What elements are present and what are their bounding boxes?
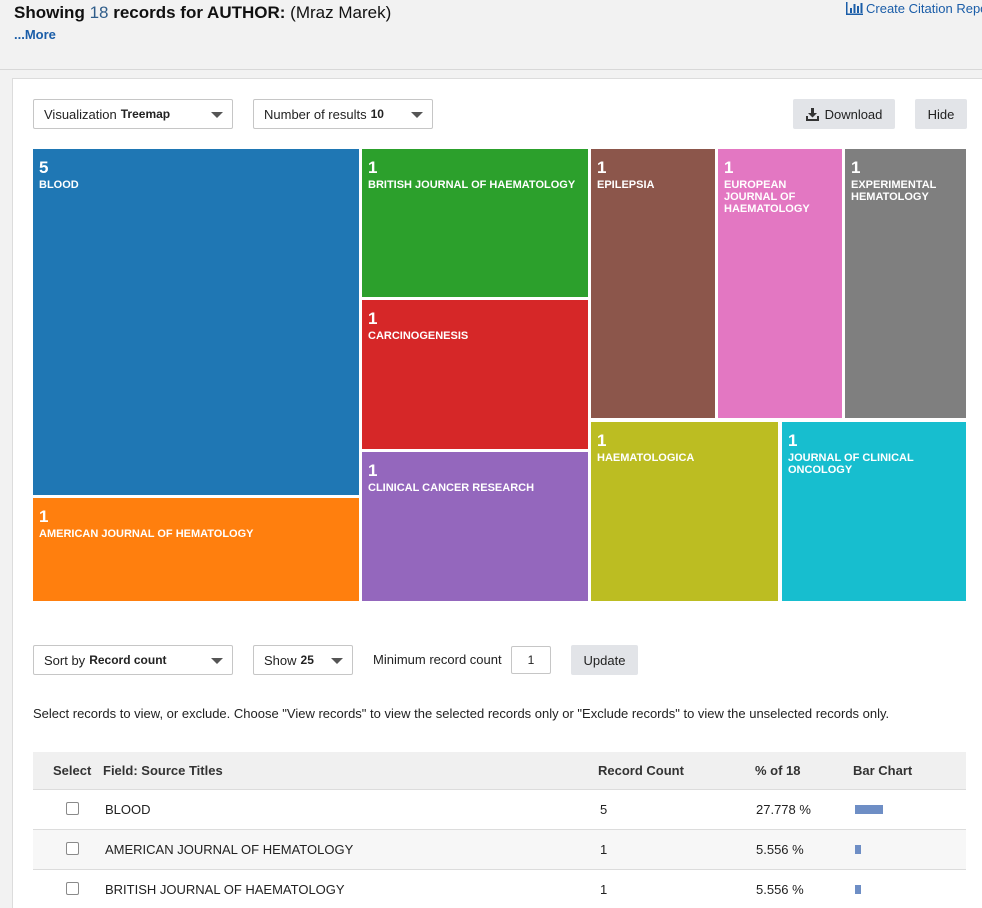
- hide-label: Hide: [927, 106, 955, 122]
- treemap-cell-count: 1: [597, 431, 607, 450]
- treemap-cell-label: AMERICAN JOURNAL OF HEMATOLOGY: [39, 528, 254, 540]
- treemap-cell-blood[interactable]: 5 BLOOD: [33, 149, 359, 495]
- treemap-cell-label: JOURNAL OF CLINICAL ONCOLOGY: [788, 452, 914, 476]
- treemap-cell-haematologica[interactable]: 1 HAEMATOLOGICA: [591, 422, 778, 601]
- treemap-cell-label: CARCINOGENESIS: [368, 330, 469, 342]
- column-header-select: Select: [53, 763, 92, 778]
- table-row: BRITISH JOURNAL OF HAEMATOLOGY 1 5.556 %: [33, 870, 966, 908]
- sort-value: Record count: [89, 653, 167, 667]
- treemap-cell-clinical-cancer-research[interactable]: 1 CLINICAL CANCER RESEARCH: [362, 452, 588, 601]
- row-bar: [855, 885, 861, 894]
- number-of-results-select[interactable]: Number of results 10: [253, 99, 433, 129]
- title-prefix: Showing: [14, 3, 85, 22]
- visualization-value: Treemap: [120, 107, 171, 121]
- row-count: 5: [600, 802, 608, 817]
- treemap-cell-british-journal-of-haematology[interactable]: 1 BRITISH JOURNAL OF HAEMATOLOGY: [362, 149, 588, 297]
- treemap-cell-experimental-hematology[interactable]: 1 EXPERIMENTAL HEMATOLOGY: [845, 149, 966, 418]
- sort-by-select[interactable]: Sort by Record count: [33, 645, 233, 675]
- table-header: Select Field: Source Titles Record Count…: [33, 752, 966, 790]
- treemap-cell-label: EXPERIMENTAL HEMATOLOGY: [851, 179, 937, 203]
- results-label: Number of results: [264, 106, 367, 122]
- table-row: AMERICAN JOURNAL OF HEMATOLOGY 1 5.556 %: [33, 830, 966, 870]
- treemap-cell-label: BRITISH JOURNAL OF HAEMATOLOGY: [368, 179, 576, 191]
- column-header-record-count: Record Count: [598, 763, 684, 778]
- row-title[interactable]: BRITISH JOURNAL OF HAEMATOLOGY: [105, 882, 345, 897]
- page-title: Showing 18 records for AUTHOR: (Mraz Mar…: [14, 3, 391, 23]
- chevron-down-icon: [411, 112, 423, 118]
- download-button[interactable]: Download: [793, 99, 895, 129]
- hide-button[interactable]: Hide: [915, 99, 967, 129]
- treemap-cell-count: 1: [368, 461, 378, 480]
- record-count: 18: [89, 3, 109, 22]
- download-label: Download: [824, 106, 883, 122]
- help-text: Select records to view, or exclude. Choo…: [33, 706, 890, 721]
- treemap-cell-count: 1: [368, 158, 378, 177]
- minimum-record-count-input[interactable]: [511, 646, 551, 674]
- row-bar: [855, 805, 883, 814]
- treemap-cell-american-journal-of-hematology[interactable]: 1 AMERICAN JOURNAL OF HEMATOLOGY: [33, 498, 359, 601]
- results-value: 10: [370, 107, 384, 121]
- treemap-cell-count: 1: [39, 507, 49, 526]
- treemap-cell-carcinogenesis[interactable]: 1 CARCINOGENESIS: [362, 300, 588, 449]
- column-header-field: Field: Source Titles: [103, 763, 223, 778]
- citation-link-label: Create Citation Repo: [866, 1, 982, 16]
- column-header-bar-chart: Bar Chart: [853, 763, 913, 778]
- row-bar: [855, 845, 861, 854]
- column-header-percent: % of 18: [755, 763, 801, 778]
- create-citation-report-link[interactable]: Create Citation Repo: [846, 1, 982, 16]
- treemap-cell-count: 1: [724, 158, 734, 177]
- treemap-cell-count: 1: [597, 158, 607, 177]
- row-checkbox[interactable]: [66, 882, 79, 895]
- row-count: 1: [600, 882, 608, 897]
- row-percent: 5.556 %: [756, 882, 804, 897]
- treemap-cell-epilepsia[interactable]: 1 EPILEPSIA: [591, 149, 715, 418]
- more-link[interactable]: ...More: [14, 27, 56, 42]
- row-checkbox[interactable]: [66, 802, 79, 815]
- visualization-select[interactable]: Visualization Treemap: [33, 99, 233, 129]
- treemap-cell-label: HAEMATOLOGICA: [597, 452, 695, 464]
- results-header: Showing 18 records for AUTHOR: (Mraz Mar…: [0, 0, 982, 70]
- treemap-cell-journal-of-clinical-oncology[interactable]: 1 JOURNAL OF CLINICAL ONCOLOGY: [782, 422, 966, 601]
- update-button[interactable]: Update: [571, 645, 638, 675]
- row-count: 1: [600, 842, 608, 857]
- treemap-cell-european-journal-of-haematology[interactable]: 1 EUROPEAN JOURNAL OF HAEMATOLOGY: [718, 149, 842, 418]
- table-row: BLOOD 5 27.778 %: [33, 790, 966, 830]
- download-icon: [805, 107, 819, 121]
- treemap-cell-count: 5: [39, 158, 49, 177]
- visualization-label: Visualization: [44, 106, 117, 122]
- row-percent: 27.778 %: [756, 802, 811, 817]
- sort-label: Sort by: [44, 652, 86, 668]
- row-title[interactable]: BLOOD: [105, 802, 151, 817]
- author-query: (Mraz Marek): [290, 3, 392, 22]
- show-value: 25: [300, 653, 314, 667]
- show-select[interactable]: Show 25: [253, 645, 353, 675]
- treemap-cell-label: BLOOD: [39, 179, 79, 191]
- bar-chart-icon: [846, 2, 863, 15]
- row-percent: 5.556 %: [756, 842, 804, 857]
- title-middle: records for AUTHOR:: [113, 3, 286, 22]
- chevron-down-icon: [331, 658, 343, 664]
- update-label: Update: [583, 652, 626, 668]
- treemap-cell-count: 1: [851, 158, 861, 177]
- row-checkbox[interactable]: [66, 842, 79, 855]
- row-title[interactable]: AMERICAN JOURNAL OF HEMATOLOGY: [105, 842, 354, 857]
- treemap-cell-count: 1: [368, 309, 378, 328]
- treemap-cell-label: EUROPEAN JOURNAL OF HAEMATOLOGY: [724, 179, 810, 215]
- treemap-cell-label: EPILEPSIA: [597, 179, 655, 191]
- minimum-record-count-label: Minimum record count: [373, 652, 502, 667]
- show-label: Show: [264, 652, 297, 668]
- chevron-down-icon: [211, 112, 223, 118]
- chevron-down-icon: [211, 658, 223, 664]
- treemap-cell-count: 1: [788, 431, 798, 450]
- treemap-cell-label: CLINICAL CANCER RESEARCH: [368, 482, 535, 494]
